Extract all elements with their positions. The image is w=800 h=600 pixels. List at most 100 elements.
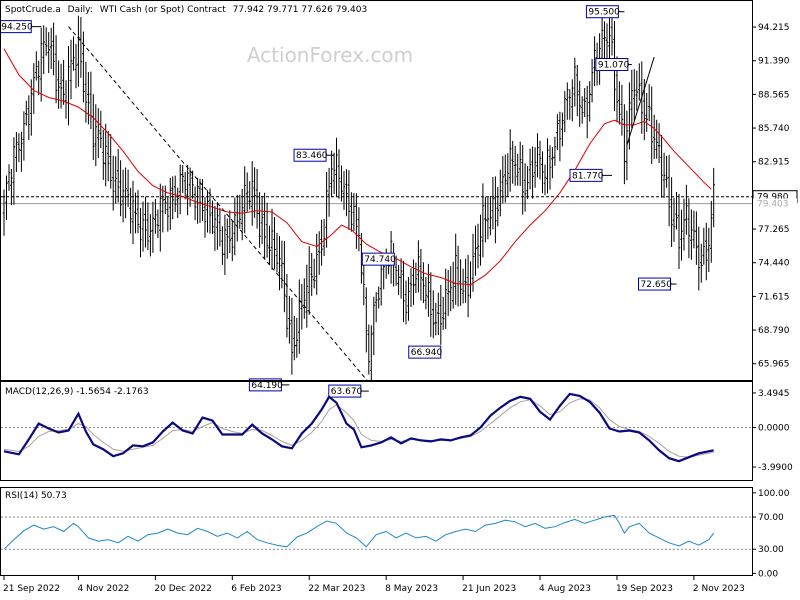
level-label-box [585, 5, 619, 19]
ohlc-bar [47, 32, 50, 74]
ohlc-bar [625, 110, 629, 181]
level-label: 74.740 [364, 255, 396, 265]
ohlc-bar [74, 43, 78, 89]
ohlc-bar [429, 272, 433, 337]
ohlc-bar [69, 39, 73, 100]
ohlc-bar [278, 236, 281, 291]
ohlc-bar [322, 219, 326, 256]
price-y-tick-label: 74.440 [758, 259, 790, 269]
ohlc-bar [273, 217, 276, 270]
x-tick-label: 22 Mar 2023 [308, 584, 365, 594]
ohlc-bar [327, 167, 331, 217]
ohlc-bar [412, 259, 415, 305]
ohlc-bar [588, 81, 591, 122]
price-y-tick-label: 82.915 [758, 158, 790, 168]
ohlc-bar [459, 259, 462, 306]
level-label-box [361, 252, 395, 266]
ohlc-bar [87, 72, 90, 125]
level-label-box [569, 168, 603, 182]
ohlc-bar [556, 114, 559, 151]
ohlc-bar [20, 131, 23, 172]
ohlc-bar [342, 171, 346, 210]
ohlc-bar [186, 165, 189, 216]
ohlc-bar [121, 169, 125, 223]
ohlc-bar [489, 195, 492, 236]
ohlc-bar [523, 163, 527, 212]
ohlc-bar [548, 145, 552, 190]
ohlc-bar [466, 254, 470, 318]
level-label: 66.940 [411, 348, 443, 358]
ohlc-bar [511, 140, 514, 184]
ohlc-bar [124, 167, 127, 219]
ohlc-bar [228, 210, 232, 253]
ohlc-bar [25, 100, 28, 126]
ohlc-bar [275, 233, 279, 272]
price-y-tick-label: 65.965 [758, 360, 790, 370]
ohlc-bar [407, 276, 410, 321]
ohlc-bar [543, 164, 547, 196]
macd-pane-border [0, 381, 753, 481]
ohlc-bar [27, 95, 31, 140]
ohlc-bar [506, 153, 510, 197]
ohlc-bar [119, 160, 122, 217]
ohlc-bar [533, 147, 537, 188]
ohlc-bar [236, 194, 239, 242]
ohlc-bar [707, 227, 711, 272]
rsi-line [3, 514, 715, 550]
ohlc-bar [176, 187, 179, 218]
ohlc-bar [471, 233, 475, 292]
ohlc-bar [159, 183, 162, 252]
ohlc-bar [695, 211, 698, 265]
ohlc-bar [454, 233, 457, 305]
ohlc-bar [682, 198, 686, 251]
ohlc-bar [404, 280, 408, 325]
ohlc-label: 77.942 79.771 77.626 79.403 [233, 5, 368, 15]
level-label-box [328, 384, 362, 398]
level-label-box [638, 277, 672, 291]
ohlc-bar [590, 59, 594, 103]
ohlc-bar [432, 290, 435, 339]
ohlc-bar [307, 246, 311, 315]
ohlc-bar [437, 292, 440, 335]
ohlc-bar [298, 279, 301, 354]
ohlc-bar [57, 60, 60, 109]
ohlc-bar [288, 296, 291, 344]
ohlc-bar [126, 169, 130, 207]
ohlc-bar [531, 146, 534, 199]
ohlc-bar [516, 153, 519, 186]
ohlc-bar [456, 245, 460, 307]
ohlc-bar [573, 57, 577, 107]
rsi-title: RSI(14) 50.73 [5, 491, 67, 501]
ohlc-bar [370, 325, 373, 380]
ohlc-bar [710, 200, 713, 263]
ohlc-bar [357, 207, 361, 252]
ohlc-bar [434, 302, 438, 336]
ohlc-bar [238, 194, 242, 229]
ohlc-bar [2, 189, 6, 236]
ohlc-bar [32, 63, 36, 114]
ohlc-bar [379, 261, 383, 306]
ohlc-bar [156, 209, 160, 238]
macd-y-tick-label: 0.0000 [758, 424, 790, 434]
level-label: 63.670 [331, 387, 363, 397]
ohlc-bar [226, 218, 229, 259]
ohlc-bar [5, 175, 8, 220]
ohlc-bar [106, 131, 110, 182]
ohlc-bar [265, 202, 269, 258]
ohlc-bar [469, 261, 472, 299]
ohlc-bar [250, 161, 254, 226]
ohlc-bar [283, 241, 286, 313]
ohlc-bar [464, 258, 467, 303]
ohlc-bar [700, 243, 703, 283]
ohlc-bar [206, 190, 209, 233]
ohlc-bar [134, 192, 137, 234]
ohlc-bar [89, 71, 93, 130]
ohlc-bar [585, 85, 589, 139]
ohlc-bar [657, 123, 661, 163]
trendline [68, 26, 368, 380]
x-tick-label: 21 Jun 2023 [462, 584, 516, 594]
ohlc-bar [409, 268, 413, 307]
ohlc-bar [52, 22, 55, 76]
ohlc-bar [114, 156, 117, 204]
